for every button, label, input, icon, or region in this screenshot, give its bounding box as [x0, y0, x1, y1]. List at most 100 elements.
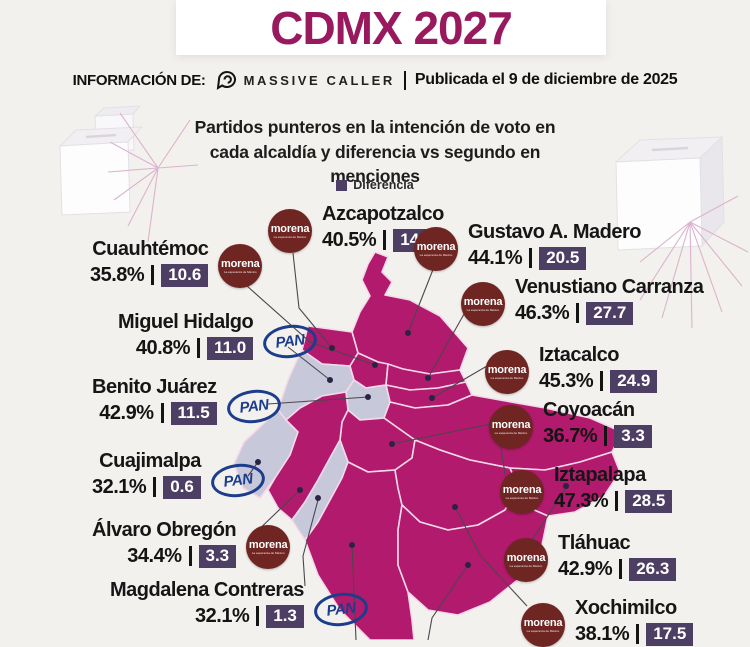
- morena-party-icon: morena La esperanza de México: [268, 209, 312, 253]
- vote-intention-value: 42.9%: [99, 401, 154, 424]
- difference-badge: 1.3: [266, 604, 304, 628]
- leader-line-benito-juarez: [267, 396, 369, 405]
- separator-bar: [256, 606, 260, 626]
- legend: Diferencia: [0, 178, 750, 192]
- sparkle-rays-right: [639, 195, 749, 329]
- pan-party-icon: PAN: [312, 589, 370, 630]
- ballot-box-left-illustration: [58, 105, 144, 216]
- region-dot-miguel-hidalgo: [327, 377, 333, 383]
- alcaldia-name: Venustiano Carranza: [515, 276, 704, 298]
- alcaldia-name: Álvaro Obregón: [92, 519, 237, 541]
- leader-line-coyoacan: [391, 423, 492, 445]
- region-dot-xochimilco: [452, 504, 458, 510]
- vote-intention-value: 44.1%: [468, 246, 523, 269]
- source-separator-bar: [403, 70, 406, 90]
- vote-intention-value: 47.3%: [554, 489, 609, 512]
- separator-bar: [160, 403, 164, 423]
- morena-party-icon: morena La esperanza de México: [489, 405, 533, 449]
- alcaldia-callout-iztapalapa: morena La esperanza de México Iztapalapa …: [500, 464, 673, 514]
- leader-lines: [246, 252, 567, 640]
- alcaldia-name: Azcapotzalco: [322, 203, 444, 225]
- region-dot-cuauhtemoc: [372, 362, 378, 368]
- alcaldia-name: Cuajimalpa: [99, 450, 201, 472]
- vote-intention-value: 45.3%: [539, 369, 594, 392]
- alcaldia-name: Benito Juárez: [92, 376, 217, 398]
- leader-line-tlahuac: [531, 487, 567, 541]
- separator-bar: [383, 230, 387, 250]
- alcaldia-callout-iztacalco: morena La esperanza de México Iztacalco 4…: [485, 344, 658, 394]
- alcaldia-callout-cuajimalpa: Cuajimalpa 32.1% 0.6 PAN: [92, 450, 267, 501]
- separator-bar: [619, 559, 623, 579]
- alcaldia-name: Miguel Hidalgo: [118, 311, 254, 333]
- alcaldia-name: Iztacalco: [539, 344, 619, 366]
- region-dot-benito-juarez: [365, 394, 371, 400]
- leader-line-azcapotzalco: [292, 252, 333, 349]
- leader-line-south-large: [351, 544, 357, 640]
- morena-party-icon: morena La esperanza de México: [461, 282, 505, 326]
- region-dot-cuajimalpa: [255, 459, 261, 465]
- alcaldia-name: Xochimilco: [575, 597, 677, 619]
- separator-bar: [529, 248, 533, 268]
- alcaldia-name: Tláhuac: [558, 532, 631, 554]
- separator-bar: [197, 338, 201, 358]
- leader-line-miguel-hidalgo: [287, 346, 331, 381]
- leader-line-xochimilco: [454, 506, 528, 607]
- morena-party-icon: morena La esperanza de México: [218, 244, 263, 288]
- difference-badge: 28.5: [625, 489, 673, 513]
- pan-party-icon: PAN: [261, 321, 320, 362]
- pan-party-icon: PAN: [209, 460, 267, 501]
- leader-line-venustiano-carranza: [427, 306, 469, 379]
- alcaldia-name: Iztapalapa: [554, 464, 646, 486]
- leader-line-cuauhtemoc: [246, 285, 376, 366]
- vote-intention-value: 32.1%: [195, 604, 250, 627]
- leader-line-south-east: [427, 564, 469, 640]
- morena-party-icon: morena La esperanza de México: [500, 470, 544, 514]
- vote-intention-value: 40.5%: [322, 228, 377, 251]
- alcaldia-callout-coyoacan: morena La esperanza de México Coyoacán 36…: [489, 399, 652, 449]
- morena-party-icon: morena La esperanza de México: [521, 603, 565, 647]
- region-dot-south-east: [465, 562, 471, 568]
- alcaldia-callout-benito-juarez: Benito Juárez 42.9% 11.5 PAN: [92, 376, 283, 427]
- separator-bar: [615, 491, 619, 511]
- leader-line-gustavo-a-madero: [407, 266, 435, 334]
- alcaldia-name: Gustavo A. Madero: [468, 221, 642, 243]
- difference-badge: 11.0: [207, 336, 254, 360]
- difference-legend-label: Diferencia: [353, 178, 414, 192]
- source-prefix-label: INFORMACIÓN DE:: [72, 71, 206, 89]
- alcaldia-callout-miguel-hidalgo: Miguel Hidalgo 40.8% 11.0 PAN: [118, 311, 320, 362]
- difference-badge: 3.3: [614, 424, 652, 448]
- morena-party-icon: morena La esperanza de México: [485, 350, 529, 394]
- difference-badge: 26.3: [629, 557, 677, 581]
- leader-line-iztapalapa: [499, 441, 507, 481]
- separator-bar: [153, 477, 157, 497]
- sparkle-rays-left: [107, 112, 199, 243]
- morena-party-icon: morena La esperanza de México: [504, 538, 548, 582]
- difference-badge: 0.6: [163, 475, 201, 499]
- region-dot-tlahuac: [563, 483, 569, 489]
- difference-badge: 27.7: [586, 301, 634, 325]
- region-dot-gustavo-a-madero: [405, 330, 411, 336]
- vote-intention-value: 38.1%: [575, 622, 630, 645]
- difference-badge: 20.5: [539, 246, 587, 270]
- region-dot-iztacalco: [429, 395, 435, 401]
- massive-caller-wordmark: MASSIVE CALLER: [243, 72, 395, 88]
- page-title: CDMX 2027: [270, 1, 513, 54]
- vote-intention-value: 42.9%: [558, 557, 613, 580]
- subtitle: Partidos punteros en la intención de vot…: [194, 117, 556, 186]
- alcaldia-callout-tlahuac: morena La esperanza de México Tláhuac 42.…: [504, 532, 677, 582]
- vote-intention-value: 35.8%: [90, 263, 145, 286]
- difference-badge: 24.9: [610, 369, 658, 393]
- region-dot-coyoacan: [389, 441, 395, 447]
- alcaldia-callout-magdalena-contreras: Magdalena Contreras 32.1% 1.3 PAN: [110, 579, 370, 630]
- alcaldia-callout-alvaro-obregon: Álvaro Obregón 34.4% 3.3 morena La esperan…: [92, 519, 291, 569]
- published-date-label: Publicada el 9 de diciembre de 2025: [414, 71, 678, 88]
- region-dot-alvaro-obregon: [297, 487, 303, 493]
- massive-caller-brand: MASSIVE CALLER: [215, 70, 395, 90]
- vote-intention-value: 46.3%: [515, 301, 570, 324]
- separator-bar: [604, 426, 608, 446]
- difference-badge: 10.6: [161, 263, 209, 287]
- separator-bar: [151, 265, 155, 285]
- difference-badge: 17.5: [646, 622, 694, 646]
- region-dot-south-large: [349, 542, 355, 548]
- alcaldia-callout-gustavo-a-madero: morena La esperanza de México Gustavo A. …: [414, 221, 642, 271]
